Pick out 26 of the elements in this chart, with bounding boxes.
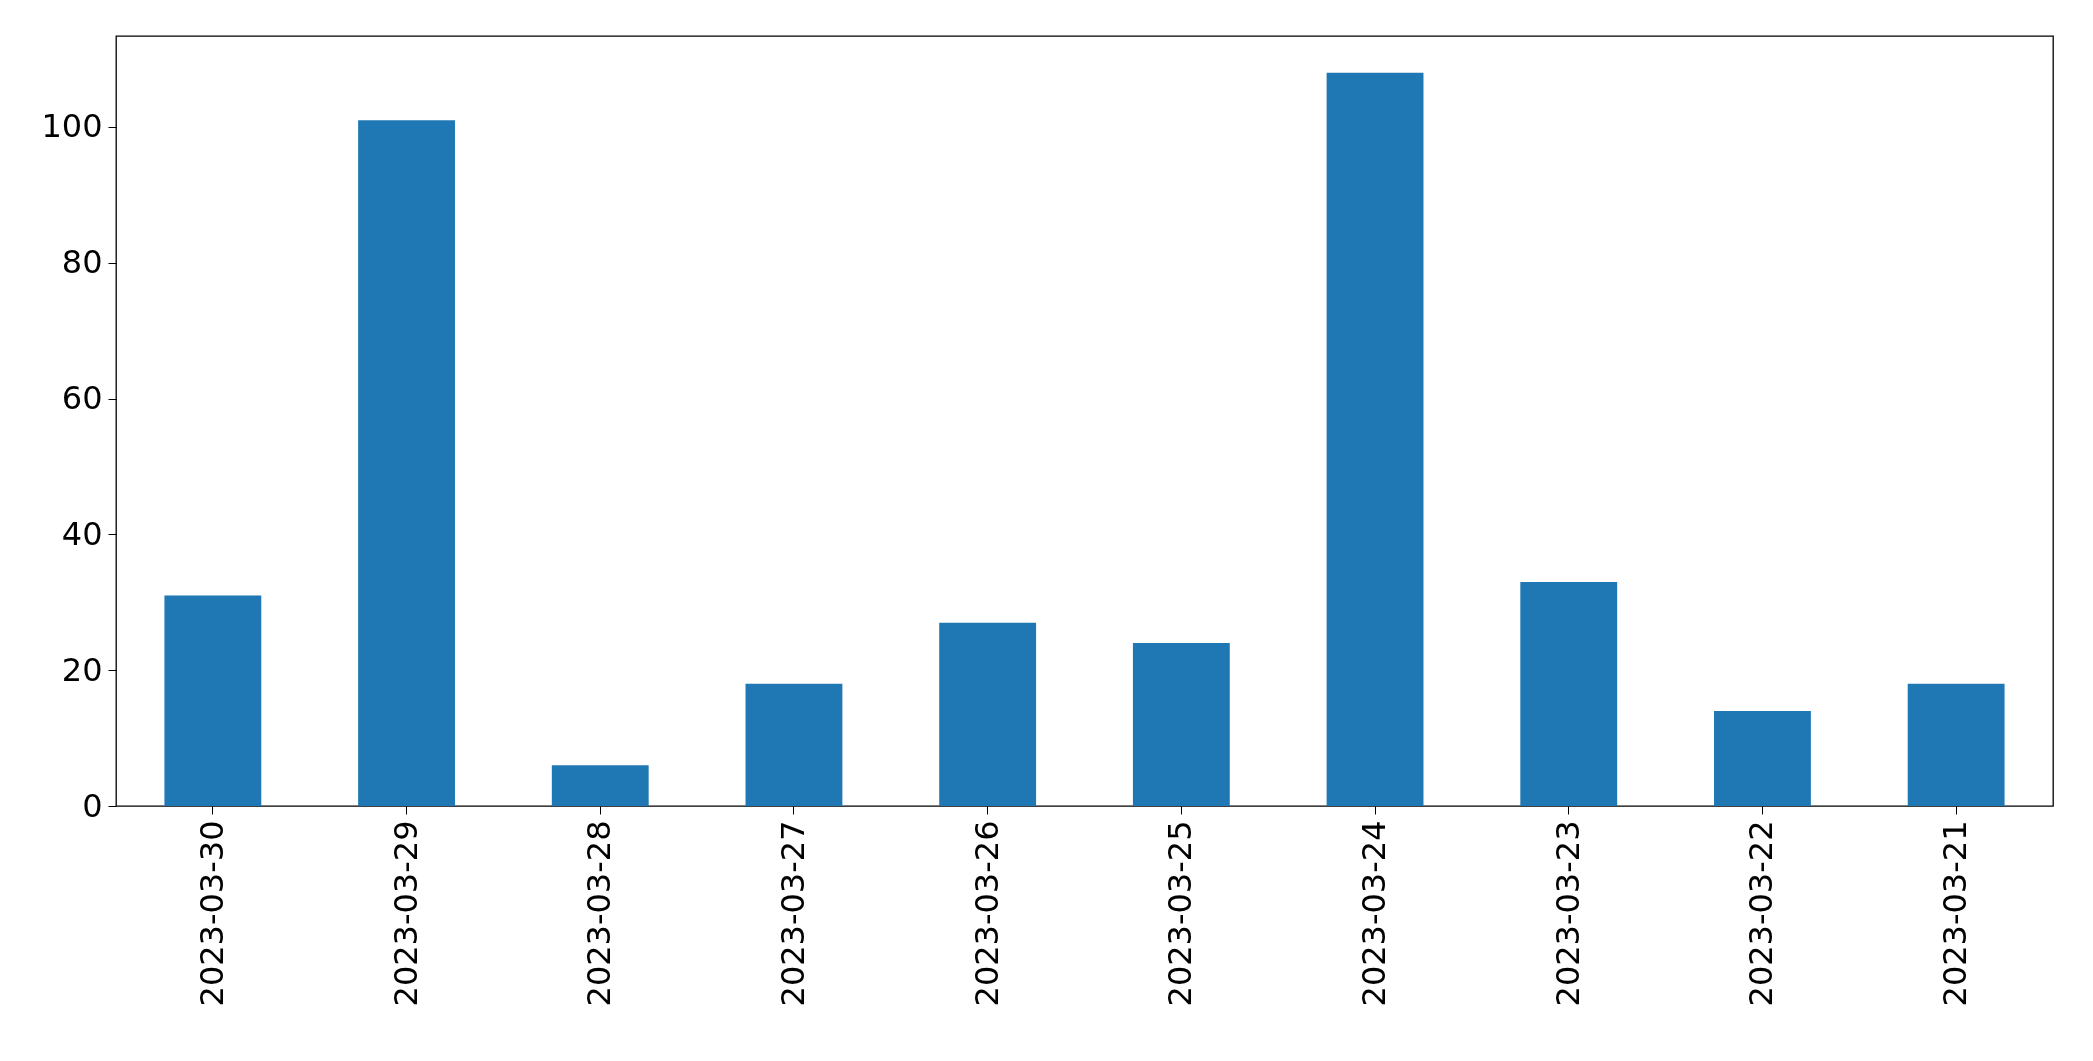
y-tick-label: 80 bbox=[61, 243, 103, 282]
x-tick-label: 2023-03-29 bbox=[386, 820, 425, 1007]
bar bbox=[939, 622, 1037, 806]
y-tick-label: 100 bbox=[41, 107, 103, 146]
bar bbox=[1326, 72, 1424, 806]
bar bbox=[551, 765, 649, 806]
y-tick-label: 40 bbox=[61, 514, 103, 553]
bar bbox=[1132, 643, 1230, 806]
x-tick-label: 2023-03-30 bbox=[192, 820, 231, 1007]
x-tick-label: 2023-03-22 bbox=[1742, 820, 1781, 1007]
x-tick-label: 2023-03-23 bbox=[1548, 820, 1587, 1007]
bar bbox=[1907, 683, 2005, 806]
bar bbox=[1520, 581, 1618, 806]
x-tick-label: 2023-03-21 bbox=[1936, 820, 1975, 1007]
bar bbox=[1714, 710, 1811, 806]
y-tick-label: 0 bbox=[82, 786, 103, 825]
bar bbox=[358, 120, 455, 806]
y-tick-label: 60 bbox=[61, 379, 103, 418]
x-tick-label: 2023-03-28 bbox=[580, 820, 619, 1007]
bar bbox=[745, 683, 843, 806]
x-tick-label: 2023-03-26 bbox=[967, 820, 1006, 1007]
bar bbox=[164, 595, 262, 806]
x-tick-label: 2023-03-27 bbox=[773, 820, 812, 1007]
x-tick-label: 2023-03-24 bbox=[1355, 820, 1394, 1007]
y-tick-label: 20 bbox=[61, 650, 103, 689]
x-tick-label: 2023-03-25 bbox=[1161, 820, 1200, 1007]
